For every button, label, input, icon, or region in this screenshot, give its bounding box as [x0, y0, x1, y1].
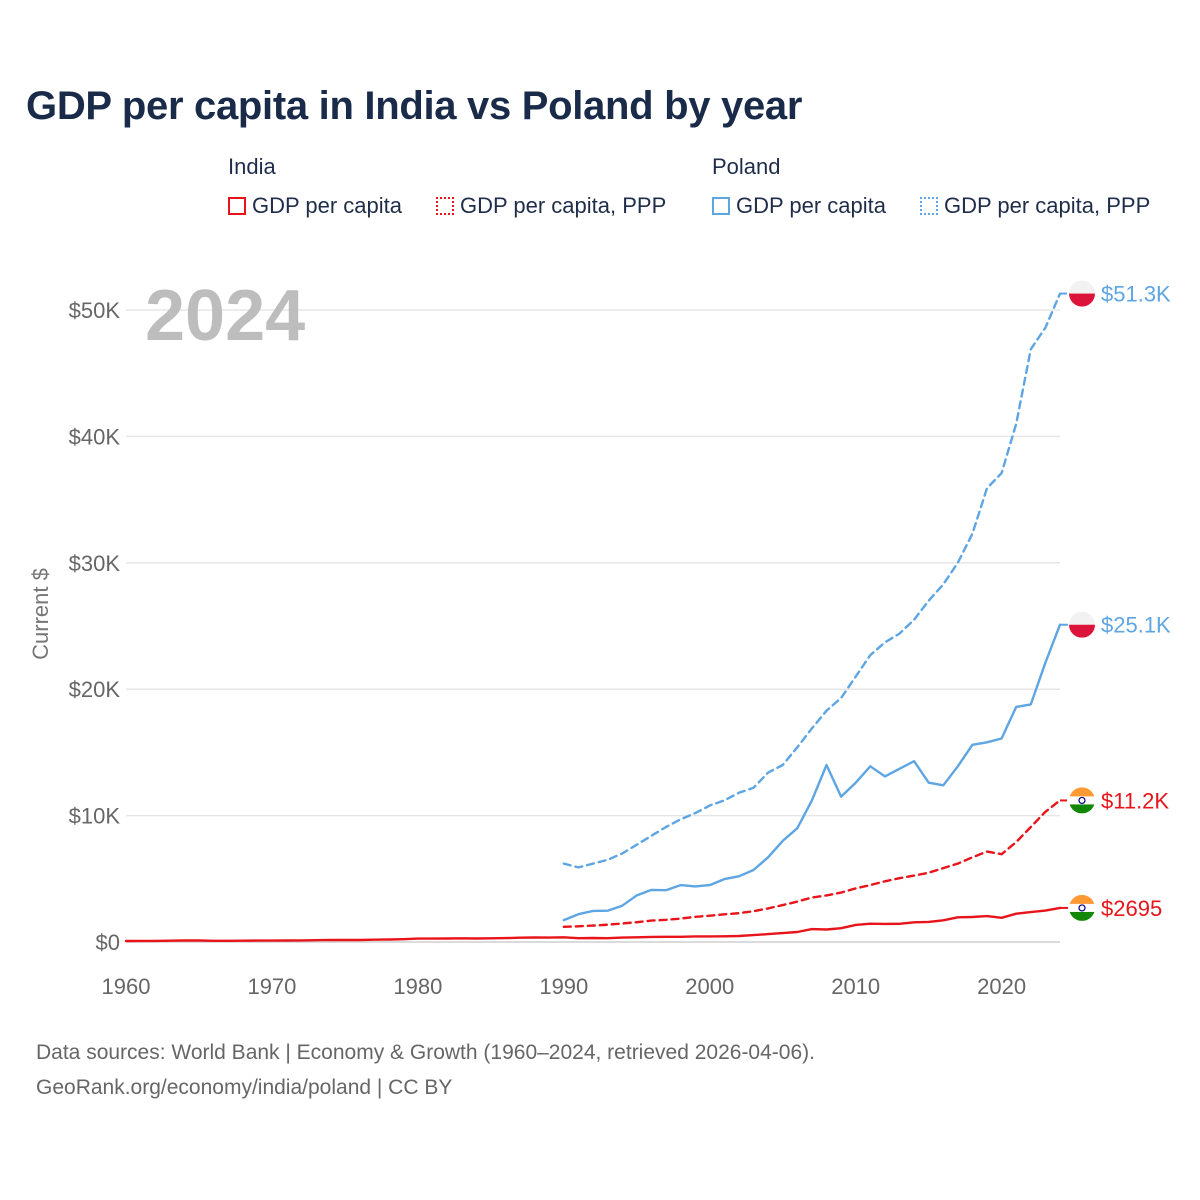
gridlines	[126, 309, 1060, 943]
legend-item-poland-gdp-ppp[interactable]: GDP per capita, PPP	[920, 193, 1150, 219]
india-flag-icon	[1069, 787, 1095, 814]
end-markers: $2695 $11.2K $25.1K $51.3K	[1060, 280, 1171, 921]
legend-label: GDP per capita	[252, 193, 403, 218]
x-tick-label: 2010	[831, 974, 880, 999]
x-axis-ticks: 1960 1970 1980 1990 2000 2010 2020	[102, 974, 1027, 999]
series-lines	[124, 292, 1062, 943]
x-tick-label: 1970	[247, 974, 296, 999]
legend-swatch-solid	[712, 197, 730, 215]
y-tick-label: $20K	[69, 677, 121, 702]
y-tick-label: $10K	[69, 804, 121, 829]
legend-label: GDP per capita, PPP	[460, 193, 667, 218]
y-axis-label: Current $	[28, 568, 53, 660]
legend-item-india-gdp-ppp[interactable]: GDP per capita, PPP	[436, 193, 666, 219]
legend-group-poland: Poland	[712, 154, 781, 179]
series-end-label: $25.1K	[1101, 613, 1171, 638]
series-line	[562, 799, 1062, 928]
x-tick-label: 1960	[102, 974, 151, 999]
chart-title: GDP per capita in India vs Poland by yea…	[26, 84, 803, 128]
year-label: 2024	[145, 276, 305, 356]
poland-flag-icon	[1069, 280, 1095, 307]
y-axis-ticks: $0 $10K $20K $30K $40K $50K	[69, 298, 121, 955]
y-tick-label: $50K	[69, 298, 121, 323]
y-tick-label: $40K	[69, 424, 121, 449]
x-tick-label: 1980	[393, 974, 442, 999]
legend-group-india: India	[228, 154, 276, 179]
series-end-label: $51.3K	[1101, 282, 1171, 307]
india-flag-icon	[1069, 894, 1095, 921]
series-end-label: $11.2K	[1101, 788, 1169, 813]
footer-sources: Data sources: World Bank | Economy & Gro…	[36, 1041, 815, 1064]
legend-label: GDP per capita	[736, 193, 887, 218]
series-end-label: $2695	[1101, 896, 1162, 921]
x-tick-label: 2000	[685, 974, 734, 999]
legend-item-india-gdp[interactable]: GDP per capita	[228, 193, 402, 219]
legend-swatch-solid	[228, 197, 246, 215]
series-line	[562, 292, 1062, 869]
poland-flag-icon	[1069, 611, 1095, 638]
x-tick-label: 2020	[977, 974, 1026, 999]
legend-swatch-dotted	[920, 197, 938, 215]
footer-attribution[interactable]: GeoRank.org/economy/india/poland | CC BY	[36, 1076, 453, 1099]
legend-swatch-dotted	[436, 197, 454, 215]
series-line	[562, 623, 1062, 922]
legend-label: GDP per capita, PPP	[944, 193, 1151, 218]
legend-item-poland-gdp[interactable]: GDP per capita	[712, 193, 886, 219]
x-tick-label: 1990	[539, 974, 588, 999]
series-line	[124, 906, 1062, 943]
y-tick-label: $0	[96, 930, 120, 955]
y-tick-label: $30K	[69, 551, 121, 576]
